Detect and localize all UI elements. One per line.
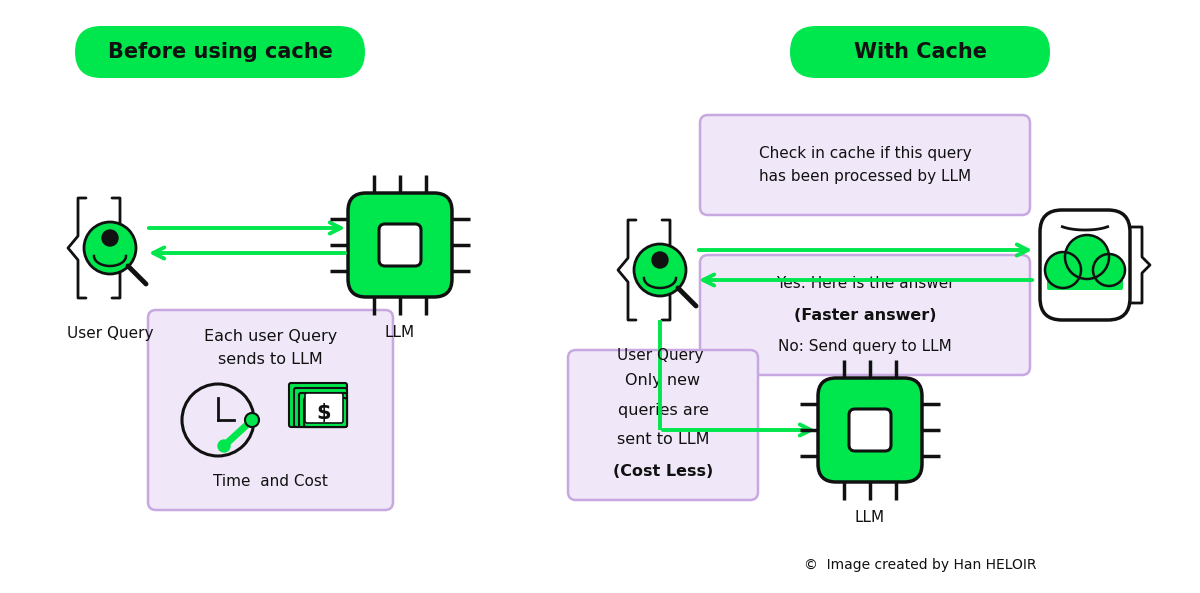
Text: queries are: queries are [618,403,708,417]
Circle shape [634,244,686,296]
FancyBboxPatch shape [818,378,922,482]
FancyBboxPatch shape [1040,210,1130,320]
Text: LLM: LLM [385,325,415,340]
FancyBboxPatch shape [294,388,347,427]
Text: sent to LLM: sent to LLM [617,432,709,448]
Text: User Query: User Query [617,348,703,363]
Text: $: $ [317,403,331,423]
FancyBboxPatch shape [700,255,1030,375]
FancyBboxPatch shape [1046,270,1123,290]
Text: (Cost Less): (Cost Less) [613,464,713,480]
Text: Time  and Cost: Time and Cost [214,474,328,489]
Text: With Cache: With Cache [853,42,986,62]
Text: (Faster answer): (Faster answer) [793,308,936,323]
FancyBboxPatch shape [379,224,421,266]
FancyBboxPatch shape [289,383,347,427]
Circle shape [102,230,118,246]
FancyBboxPatch shape [850,409,890,451]
FancyBboxPatch shape [568,350,758,500]
FancyBboxPatch shape [304,398,347,427]
Circle shape [1045,252,1081,288]
Circle shape [218,440,230,452]
Text: Check in cache if this query
has been processed by LLM: Check in cache if this query has been pr… [758,146,971,184]
Text: Before using cache: Before using cache [108,42,332,62]
Text: User Query: User Query [67,326,154,341]
Circle shape [1066,235,1109,279]
Text: Yes: Here is the answer: Yes: Here is the answer [775,276,954,291]
FancyBboxPatch shape [74,26,365,78]
FancyBboxPatch shape [348,193,452,297]
FancyBboxPatch shape [148,310,394,510]
FancyBboxPatch shape [299,393,347,427]
FancyBboxPatch shape [700,115,1030,215]
Circle shape [84,222,136,274]
Text: ©  Image created by Han HELOIR: © Image created by Han HELOIR [804,558,1037,572]
Circle shape [652,252,668,268]
Text: LLM: LLM [854,510,886,525]
Text: Each user Query
sends to LLM: Each user Query sends to LLM [204,329,337,366]
FancyBboxPatch shape [790,26,1050,78]
Text: No: Send query to LLM: No: Send query to LLM [778,340,952,355]
FancyBboxPatch shape [305,393,343,423]
Circle shape [245,413,259,427]
Circle shape [1093,254,1126,286]
Text: Only new: Only new [625,372,701,387]
